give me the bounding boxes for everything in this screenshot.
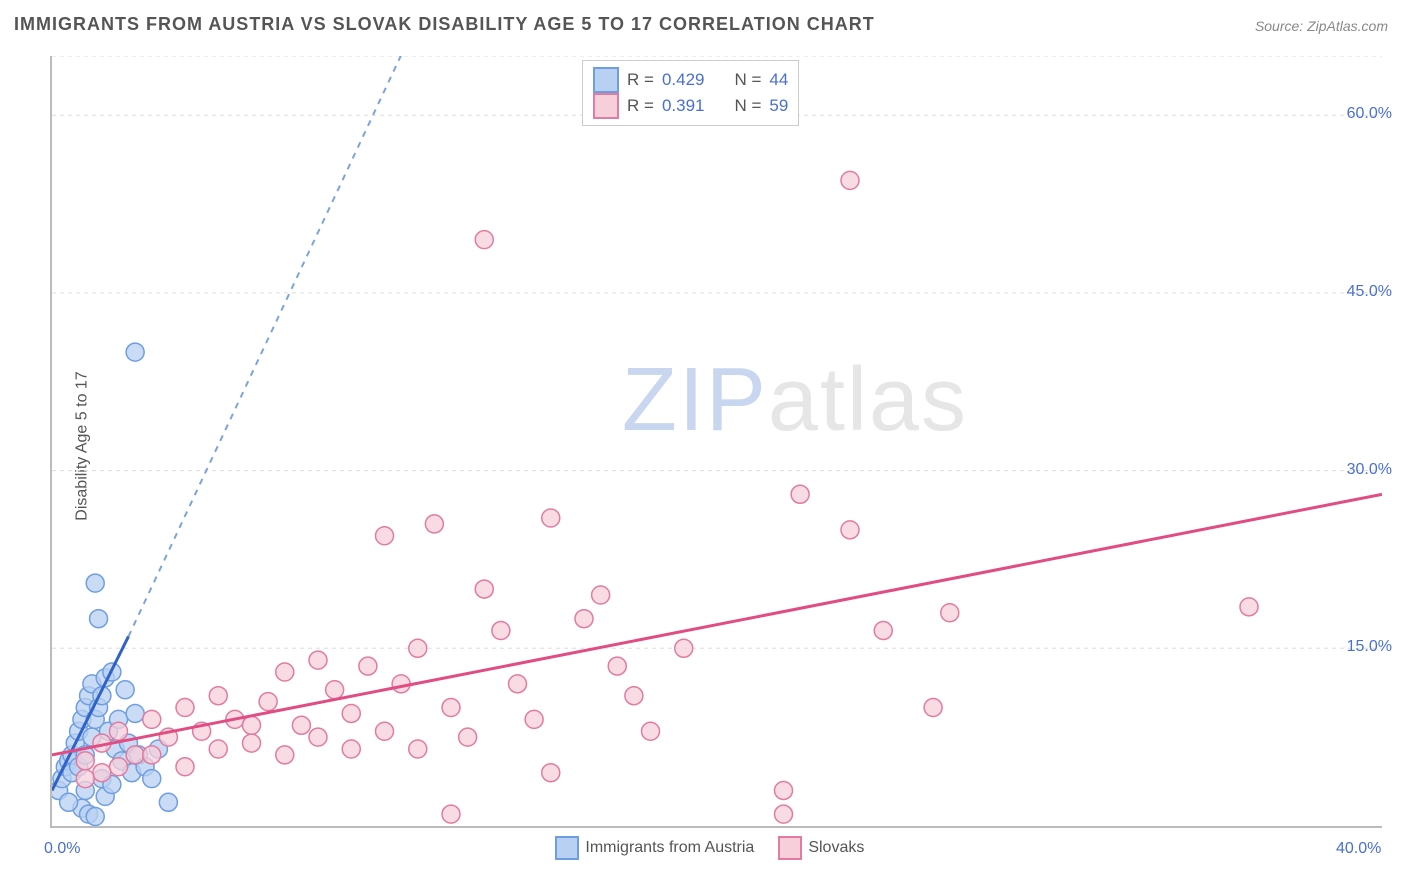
data-point	[941, 604, 959, 622]
data-point	[459, 728, 477, 746]
data-point	[326, 681, 344, 699]
legend-item: Slovaks	[778, 836, 864, 860]
data-point	[409, 639, 427, 657]
legend-label: Immigrants from Austria	[585, 839, 754, 856]
data-point	[126, 343, 144, 361]
data-point	[492, 622, 510, 640]
data-point	[116, 681, 134, 699]
data-point	[442, 805, 460, 823]
data-point	[509, 675, 527, 693]
data-point	[775, 805, 793, 823]
data-point	[376, 527, 394, 545]
data-point	[575, 610, 593, 628]
correlation-stats-box: R = 0.429 N = 44 R = 0.391 N = 59	[582, 60, 799, 126]
data-point	[542, 764, 560, 782]
data-point	[292, 716, 310, 734]
data-point	[675, 639, 693, 657]
stat-r-value: 0.429	[662, 67, 705, 93]
source-prefix: Source:	[1255, 18, 1307, 34]
legend-bottom: Immigrants from Austria Slovaks	[555, 836, 864, 860]
data-point	[126, 746, 144, 764]
data-point	[90, 610, 108, 628]
legend-item: Immigrants from Austria	[555, 836, 754, 860]
data-point	[276, 663, 294, 681]
stat-n-value: 44	[769, 67, 788, 93]
data-point	[608, 657, 626, 675]
data-point	[86, 574, 104, 592]
data-point	[86, 808, 104, 826]
data-point	[243, 716, 261, 734]
stat-swatch	[593, 93, 619, 119]
data-point	[525, 710, 543, 728]
data-point	[924, 699, 942, 717]
stat-n-label: N =	[734, 93, 761, 119]
data-point	[475, 231, 493, 249]
data-point	[625, 687, 643, 705]
data-point	[159, 793, 177, 811]
data-point	[93, 764, 111, 782]
data-point	[110, 722, 128, 740]
stat-n-value: 59	[769, 93, 788, 119]
y-tick-label: 45.0%	[1322, 283, 1392, 301]
data-point	[76, 770, 94, 788]
data-point	[359, 657, 377, 675]
data-point	[342, 704, 360, 722]
data-point	[143, 770, 161, 788]
source-attribution: Source: ZipAtlas.com	[1255, 18, 1388, 34]
stat-r-label: R =	[627, 93, 654, 119]
y-tick-label: 30.0%	[1322, 461, 1392, 479]
data-point	[110, 758, 128, 776]
scatter-chart	[50, 56, 1382, 828]
data-point	[243, 734, 261, 752]
chart-title: IMMIGRANTS FROM AUSTRIA VS SLOVAK DISABI…	[14, 14, 875, 35]
data-point	[874, 622, 892, 640]
y-tick-label: 15.0%	[1322, 638, 1392, 656]
legend-label: Slovaks	[808, 839, 864, 856]
stat-swatch	[593, 67, 619, 93]
data-point	[841, 521, 859, 539]
stat-row: R = 0.429 N = 44	[593, 67, 788, 93]
data-point	[176, 699, 194, 717]
data-point	[376, 722, 394, 740]
data-point	[126, 704, 144, 722]
data-point	[76, 752, 94, 770]
data-point	[1240, 598, 1258, 616]
data-point	[442, 699, 460, 717]
data-point	[425, 515, 443, 533]
data-point	[143, 746, 161, 764]
stat-row: R = 0.391 N = 59	[593, 93, 788, 119]
data-point	[309, 651, 327, 669]
stat-n-label: N =	[734, 67, 761, 93]
legend-swatch	[555, 836, 579, 860]
data-point	[775, 781, 793, 799]
data-point	[592, 586, 610, 604]
data-point	[409, 740, 427, 758]
data-point	[791, 485, 809, 503]
stat-r-value: 0.391	[662, 93, 705, 119]
data-point	[309, 728, 327, 746]
data-point	[841, 171, 859, 189]
source-site: ZipAtlas.com	[1307, 18, 1388, 34]
stat-r-label: R =	[627, 67, 654, 93]
data-point	[276, 746, 294, 764]
data-point	[642, 722, 660, 740]
data-point	[60, 793, 78, 811]
data-point	[342, 740, 360, 758]
data-point	[259, 693, 277, 711]
data-point	[209, 687, 227, 705]
y-tick-label: 60.0%	[1322, 105, 1392, 123]
data-point	[143, 710, 161, 728]
data-point	[542, 509, 560, 527]
x-tick-label: 40.0%	[1336, 840, 1381, 858]
x-tick-label: 0.0%	[44, 840, 80, 858]
legend-swatch	[778, 836, 802, 860]
data-point	[209, 740, 227, 758]
data-point	[475, 580, 493, 598]
data-point	[176, 758, 194, 776]
